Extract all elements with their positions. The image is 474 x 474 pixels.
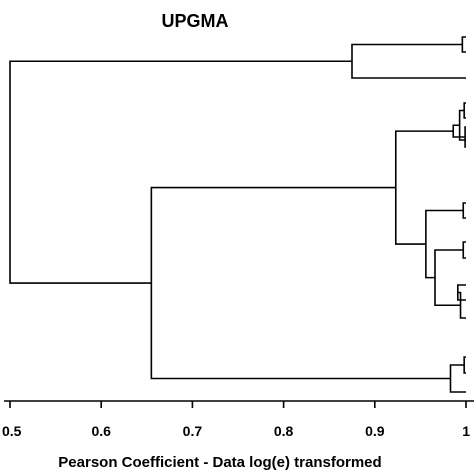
x-axis-ticks: 0.5 0.6 0.7 0.8 0.9 1 <box>2 401 470 439</box>
branch-Q <box>150 186 451 380</box>
branch-N <box>394 130 454 245</box>
x-tick-label: 1 <box>462 423 470 439</box>
branch-G <box>462 202 466 219</box>
x-axis-label: Pearson Coefficient - Data log(e) transf… <box>58 454 381 471</box>
branch-A <box>461 36 466 53</box>
branch-C <box>463 102 466 119</box>
x-tick-label: 0.6 <box>91 423 111 439</box>
branch-K <box>434 249 464 307</box>
branch-H <box>462 241 466 259</box>
chart-title: UPGMA <box>162 11 229 31</box>
dendrogram-branches <box>9 36 466 393</box>
branch-O <box>463 356 466 374</box>
x-tick-label: 0.8 <box>274 423 294 439</box>
x-tick-label: 0.9 <box>365 423 385 439</box>
x-tick-label: 0.5 <box>2 423 22 439</box>
x-tick-label: 0.7 <box>183 423 203 439</box>
branch-M <box>425 209 464 279</box>
branch-R <box>9 60 352 284</box>
branch-E <box>464 126 466 148</box>
branch-B <box>351 43 466 79</box>
